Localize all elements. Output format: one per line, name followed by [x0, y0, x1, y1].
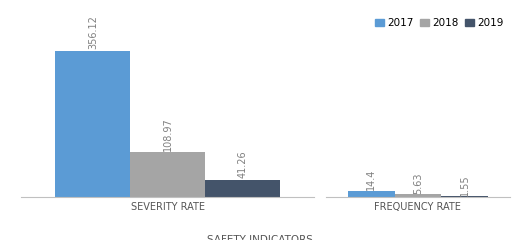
Bar — [130, 152, 205, 197]
Legend: 2017, 2018, 2019: 2017, 2018, 2019 — [371, 14, 508, 32]
Text: 14.4: 14.4 — [366, 169, 376, 190]
Text: 108.97: 108.97 — [163, 117, 173, 150]
Bar — [348, 191, 395, 197]
Text: 356.12: 356.12 — [88, 15, 98, 49]
Bar — [56, 51, 130, 197]
Text: 5.63: 5.63 — [413, 172, 423, 194]
Text: SAFETY INDICATORS: SAFETY INDICATORS — [207, 235, 313, 240]
Bar — [205, 180, 280, 197]
Text: 41.26: 41.26 — [237, 151, 247, 178]
Bar — [395, 194, 441, 197]
Text: 1.55: 1.55 — [460, 174, 470, 196]
Bar — [441, 196, 488, 197]
